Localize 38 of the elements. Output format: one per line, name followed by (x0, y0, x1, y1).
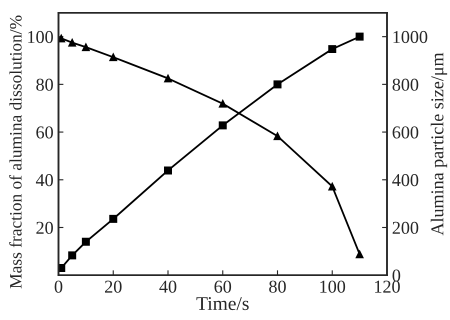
point (68, 38, 76, 47)
point (68, 251, 76, 260)
y2-tick-label: 400 (392, 174, 418, 186)
y2-tick-label: 800 (392, 78, 418, 91)
point (58, 34, 66, 42)
y2-axis-title: Alumina particle size/μm (430, 52, 448, 236)
point (356, 250, 364, 258)
x-tick-label: 80 (269, 280, 286, 293)
y2-tick-label: 1000 (393, 30, 428, 44)
x-tick-label: 120 (375, 280, 400, 293)
point (218, 100, 227, 108)
y-tick-label: 40 (36, 174, 53, 186)
point (164, 166, 172, 174)
y2-tick-label: 0 (392, 269, 400, 282)
y-tick-label: 80 (36, 78, 53, 91)
x-tick-label: 40 (159, 280, 176, 293)
point (82, 238, 90, 246)
point (164, 74, 172, 82)
point (109, 53, 118, 62)
y-tick-label: 20 (36, 222, 53, 234)
x-tick-label: 100 (320, 280, 346, 293)
point (274, 132, 282, 140)
y2-tick-label: 200 (392, 222, 418, 234)
point (328, 182, 336, 190)
point (328, 45, 336, 54)
point (356, 32, 364, 41)
point (218, 121, 227, 130)
x-tick-label: 20 (105, 280, 122, 293)
y-axis-title: Mass fraction of alumina dissolution/% (9, 16, 22, 288)
x-axis-title: Time/s (196, 297, 249, 310)
y-tick-label: 60 (36, 126, 53, 139)
point (82, 43, 90, 52)
x-tick-label: 0 (54, 280, 62, 293)
y-tick-label: 100 (28, 30, 53, 44)
point (109, 214, 118, 223)
point (274, 80, 282, 88)
x-tick-label: 60 (214, 280, 232, 293)
y2-tick-label: 600 (392, 126, 418, 139)
